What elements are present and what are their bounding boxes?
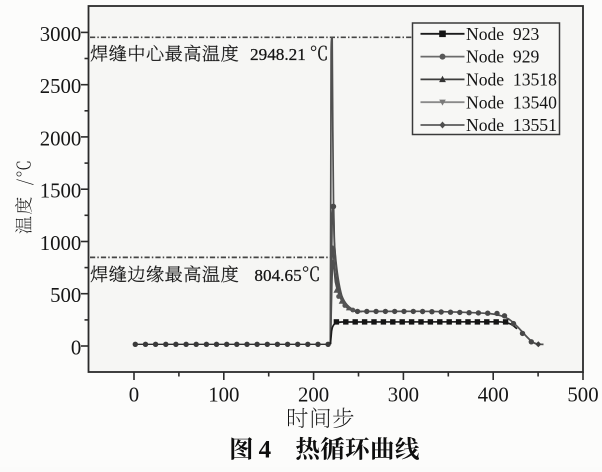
svg-text:100: 100 xyxy=(208,384,239,407)
svg-text:Node 13540: Node 13540 xyxy=(466,92,557,112)
svg-text:2948.21: 2948.21 xyxy=(250,45,306,64)
svg-text:2500: 2500 xyxy=(40,75,82,98)
svg-text:1000: 1000 xyxy=(40,232,82,255)
svg-text:500: 500 xyxy=(567,384,598,407)
svg-text:0: 0 xyxy=(71,337,81,360)
svg-text:0: 0 xyxy=(129,384,139,407)
svg-text:4: 4 xyxy=(259,437,272,464)
svg-text:Node 13518: Node 13518 xyxy=(466,70,557,90)
svg-text:2000: 2000 xyxy=(40,127,82,150)
svg-text:Node 923: Node 923 xyxy=(466,24,539,44)
svg-text:1500: 1500 xyxy=(40,180,82,203)
svg-text:Node 929: Node 929 xyxy=(466,47,539,67)
svg-text:500: 500 xyxy=(50,284,81,307)
svg-text:200: 200 xyxy=(298,384,329,407)
svg-text:Node 13551: Node 13551 xyxy=(466,115,557,135)
svg-text:400: 400 xyxy=(478,384,509,407)
svg-text:300: 300 xyxy=(388,384,419,407)
svg-text:804.65: 804.65 xyxy=(254,266,301,285)
svg-text:3000: 3000 xyxy=(40,23,82,46)
